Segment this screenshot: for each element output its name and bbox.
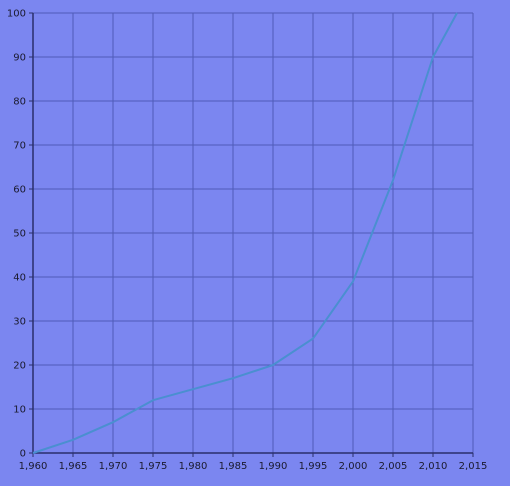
y-tick-label: 90: [13, 53, 26, 64]
series-line: [32, 12, 458, 454]
y-tick-label: 40: [13, 273, 26, 284]
y-tick-label: 80: [13, 97, 26, 108]
x-tick-label: 1,990: [259, 461, 288, 472]
y-tick-label: 50: [13, 229, 26, 240]
x-tick-label: 1,985: [219, 461, 248, 472]
axes: [29, 12, 474, 457]
x-tick-label: 2,015: [459, 461, 488, 472]
series-layer: [32, 12, 458, 454]
x-tick-label: 2,000: [339, 461, 368, 472]
x-tick-label: 1,980: [179, 461, 208, 472]
x-tick-label: 1,965: [59, 461, 88, 472]
y-tick-label: 0: [20, 449, 26, 460]
y-tick-label: 30: [13, 317, 26, 328]
tick-labels: 1,960 1,965 1,970 1,975 1,980 1,985 1,990 1,995…: [7, 9, 487, 473]
x-tick-label: 1,970: [99, 461, 128, 472]
y-tick-label: 100: [7, 9, 26, 20]
y-tick-label: 70: [13, 141, 26, 152]
x-tick-label: 1,995: [299, 461, 328, 472]
x-tick-label: 2,010: [419, 461, 448, 472]
grid: [32, 12, 474, 454]
y-tick-label: 10: [13, 405, 26, 416]
x-tick-label: 2,005: [379, 461, 408, 472]
y-tick-label: 60: [13, 185, 26, 196]
y-tick-label: 20: [13, 361, 26, 372]
x-tick-label: 1,960: [19, 461, 48, 472]
x-tick-label: 1,975: [139, 461, 168, 472]
